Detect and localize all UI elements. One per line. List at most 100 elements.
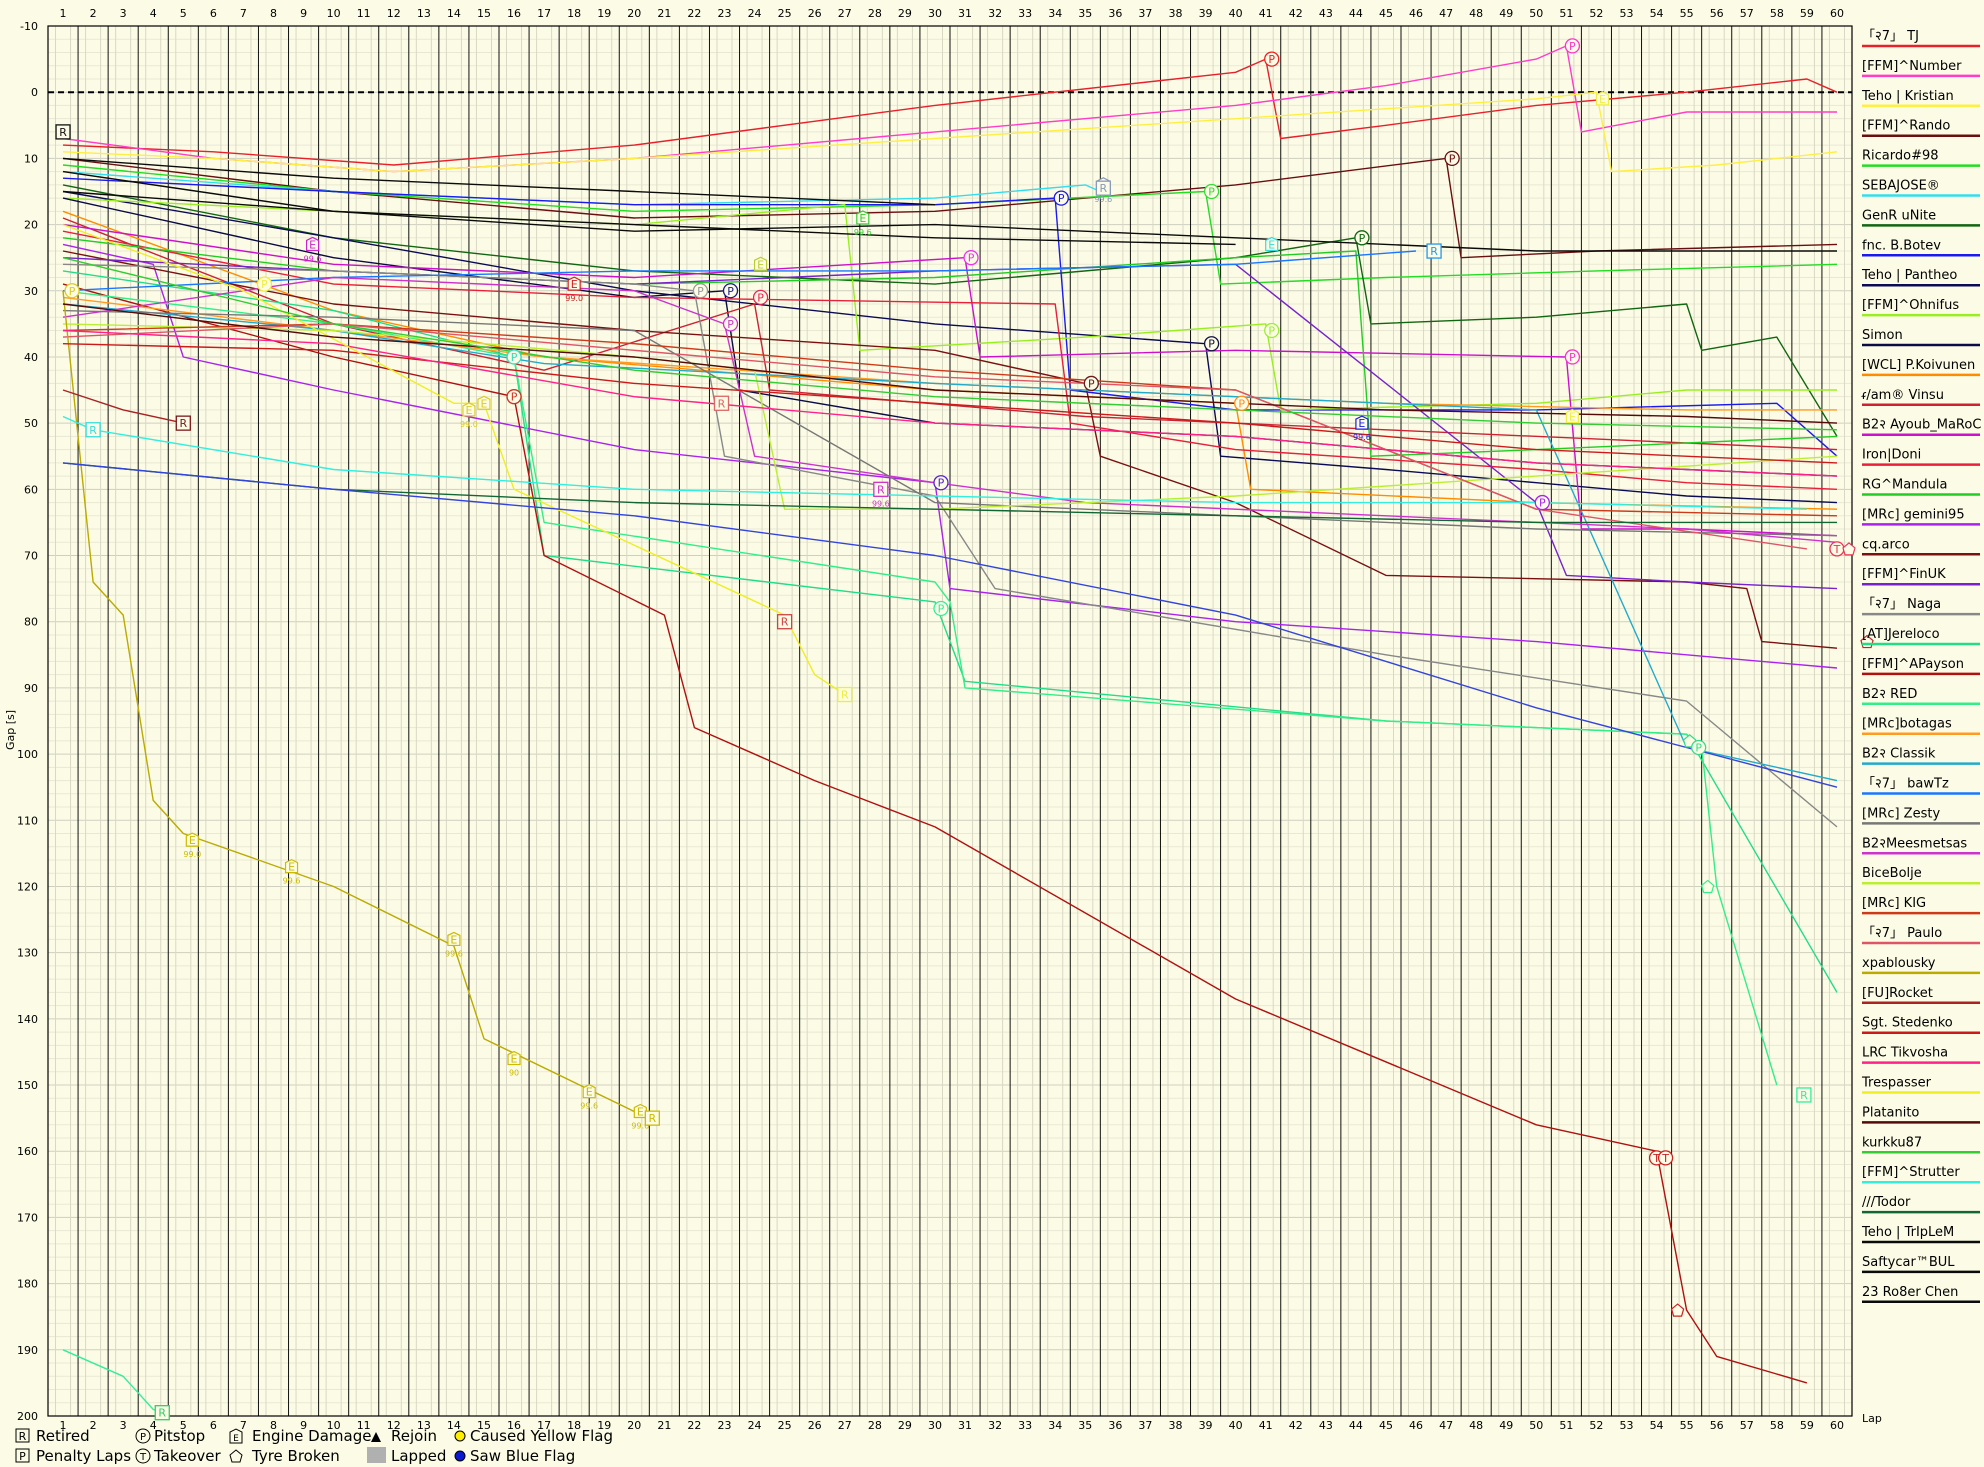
- marker-value-label: 90: [509, 1069, 519, 1078]
- marker-value-label: 99.6: [872, 499, 890, 508]
- x-tick-label-top: 56: [1710, 7, 1724, 20]
- legend-entry-label: kurkku87: [1862, 1135, 1922, 1150]
- event-marker: P: [1233, 395, 1250, 411]
- event-marker: E 90: [507, 1050, 521, 1078]
- event-marker: P: [1444, 150, 1460, 167]
- y-tick-label: 0: [31, 86, 38, 99]
- x-tick-label: 57: [1740, 1419, 1754, 1432]
- legend-entry-label: cq.arco: [1862, 537, 1910, 552]
- retired-icon: [154, 1405, 170, 1421]
- x-tick-label-top: 39: [1199, 7, 1213, 20]
- pitstop-glyph: P: [938, 477, 945, 490]
- retired-glyph: R: [1430, 245, 1438, 258]
- x-tick-label: 41: [1259, 1419, 1273, 1432]
- key-tyre-broken: Tyre Broken: [251, 1447, 340, 1465]
- retired-glyph: R: [89, 424, 97, 437]
- event-marker: E: [477, 395, 491, 410]
- retired-glyph: R: [781, 616, 789, 629]
- series-line: [62, 177, 1838, 457]
- x-tick-label-top: 24: [748, 7, 762, 20]
- legend-entry-label: Platanito: [1862, 1105, 1919, 1120]
- event-marker: R: [175, 415, 191, 431]
- x-tick-label: 15: [477, 1419, 491, 1432]
- x-tick-label-top: 5: [180, 7, 187, 20]
- pitstop-icon: [1203, 336, 1220, 352]
- penalty-laps-key-glyph: P: [19, 1450, 26, 1463]
- event-marker: R: [1796, 1087, 1812, 1103]
- legend-entry-label: [FU]Rocket: [1862, 986, 1933, 1001]
- retired-icon: [776, 614, 793, 630]
- y-tick-label: 80: [24, 616, 38, 629]
- x-tick-label-top: 33: [1018, 7, 1032, 20]
- event-marker: R: [837, 686, 853, 703]
- x-tick-label: 23: [718, 1419, 732, 1432]
- engine-damage-glyph: E: [1599, 93, 1606, 106]
- x-tick-label: 53: [1620, 1419, 1634, 1432]
- x-tick-label: 42: [1289, 1419, 1303, 1432]
- series-line: [62, 184, 1838, 437]
- x-tick-label: 18: [567, 1419, 581, 1432]
- pitstop-icon: [1233, 395, 1250, 411]
- x-tick-label: 56: [1710, 1419, 1724, 1432]
- engine-damage-icon: [305, 236, 320, 252]
- pitstop-glyph: P: [1695, 741, 1702, 754]
- engine-damage-icon: [1565, 408, 1579, 424]
- pitstop-glyph: P: [1569, 351, 1576, 364]
- x-tick-label-top: 17: [537, 7, 551, 20]
- pitstop-glyph: P: [1058, 192, 1065, 205]
- x-tick-label: 34: [1048, 1419, 1062, 1432]
- x-tick-label: 17: [537, 1419, 551, 1432]
- x-tick-label: 26: [808, 1419, 822, 1432]
- legend-entry-label: Teho | Pantheo: [1861, 268, 1957, 283]
- pitstop-glyph: P: [1569, 40, 1576, 53]
- x-tick-label: 49: [1499, 1419, 1513, 1432]
- series-line: [62, 329, 1838, 477]
- event-marker: E: [1265, 236, 1279, 251]
- caused-yellow-key-icon: [454, 1430, 466, 1442]
- x-tick-label-top: 42: [1289, 7, 1303, 20]
- y-tick-label: 150: [17, 1079, 38, 1092]
- event-marker: P: [752, 289, 769, 306]
- engine-damage-glyph: E: [288, 861, 295, 874]
- y-tick-label: 10: [24, 152, 38, 165]
- marker-value-label: 99.0: [183, 850, 201, 859]
- x-tick-label-top: 49: [1499, 7, 1513, 20]
- x-tick-label-top: 28: [868, 7, 882, 20]
- event-marker: R: [55, 124, 71, 140]
- x-tick-label-top: 34: [1048, 7, 1062, 20]
- pitstop-glyph: P: [1088, 377, 1095, 390]
- x-tick-label-top: 36: [1108, 7, 1122, 20]
- event-marker: P: [933, 475, 949, 491]
- key-saw-blue: Saw Blue Flag: [470, 1447, 575, 1465]
- retired-icon: [55, 124, 71, 140]
- x-tick-label-top: 30: [928, 7, 942, 20]
- y-tick-label: 90: [24, 682, 38, 695]
- pitstop-icon: [64, 283, 80, 299]
- event-marker: R: [1426, 243, 1442, 259]
- y-tick-label: 170: [17, 1211, 38, 1224]
- engine-damage-icon: [856, 210, 870, 225]
- marker-value-label: 99.6: [631, 1122, 649, 1131]
- takeover-icon: [1657, 1150, 1674, 1166]
- pitstop-icon: [1053, 190, 1069, 206]
- legend-entry-label: [FFM]^Ohnifus: [1862, 298, 1959, 313]
- legend-entry-label: Teho | TrIpLeM: [1861, 1225, 1954, 1240]
- x-tick-label-top: 29: [898, 7, 912, 20]
- engine-damage-icon: [462, 402, 476, 417]
- x-tick-label-top: 35: [1078, 7, 1092, 20]
- pitstop-glyph: P: [1208, 338, 1215, 351]
- x-tick-label-top: 12: [387, 7, 401, 20]
- x-tick-label: 14: [447, 1419, 461, 1432]
- event-marker: P: [692, 283, 709, 299]
- pitstop-icon: [933, 475, 949, 491]
- engine-damage-glyph: E: [189, 834, 196, 847]
- series-line: [62, 190, 1838, 504]
- marker-value-label: 99.6: [1353, 433, 1371, 442]
- penalty-laps-key-icon: [15, 1448, 30, 1463]
- series-line: [62, 389, 184, 424]
- x-tick-label: 55: [1680, 1419, 1694, 1432]
- key-penalty-laps: Penalty Laps: [36, 1447, 131, 1465]
- series-line: [62, 283, 1808, 1384]
- engine-damage-key-icon: [229, 1428, 243, 1444]
- x-tick-label: 50: [1529, 1419, 1543, 1432]
